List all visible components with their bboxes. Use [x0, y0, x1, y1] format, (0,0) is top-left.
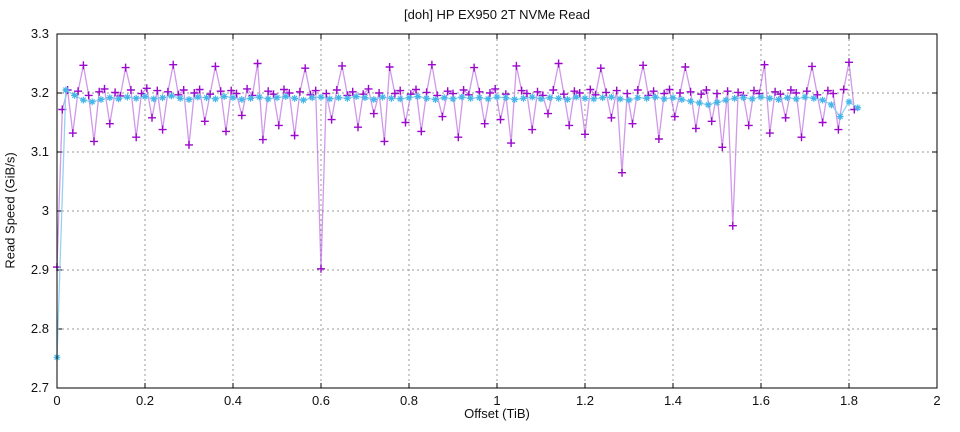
chart-title: [doh] HP EX950 2T NVMe Read [404, 7, 590, 22]
read-speed-raw-line [56, 62, 855, 269]
x-tick-label: 1 [493, 393, 500, 408]
y-tick-label: 3.1 [31, 144, 49, 159]
y-tick-label: 2.7 [31, 380, 49, 395]
x-tick-label: 0.8 [400, 393, 418, 408]
y-tick-label: 3 [42, 203, 49, 218]
x-tick-label: 1.4 [664, 393, 682, 408]
x-tick-labels: 0 0.2 0.4 0.6 0.8 1 1.2 1.4 1.6 1.8 2 [53, 393, 940, 408]
x-tick-label: 1.6 [752, 393, 770, 408]
y-tick-label: 3.3 [31, 26, 49, 41]
x-tick-label: 0.4 [224, 393, 242, 408]
x-axis-label: Offset (TiB) [464, 406, 530, 421]
grid-lines [57, 34, 937, 388]
y-tick-label: 2.8 [31, 321, 49, 336]
x-tick-label: 1.8 [840, 393, 858, 408]
series-read-speed-raw [53, 58, 859, 273]
x-tick-label: 0 [53, 393, 60, 408]
y-tick-label: 2.9 [31, 262, 49, 277]
y-tick-labels: 2.7 2.8 2.9 3 3.1 3.2 3.3 [31, 26, 49, 395]
x-tick-label: 0.2 [136, 393, 154, 408]
y-tick-label: 3.2 [31, 85, 49, 100]
x-tick-label: 0.6 [312, 393, 330, 408]
read-speed-raw-markers [53, 58, 859, 273]
x-tick-label: 1.2 [576, 393, 594, 408]
y-axis-label: Read Speed (GiB/s) [2, 152, 18, 269]
x-tick-label: 2 [933, 393, 940, 408]
plot-border [56, 33, 938, 389]
